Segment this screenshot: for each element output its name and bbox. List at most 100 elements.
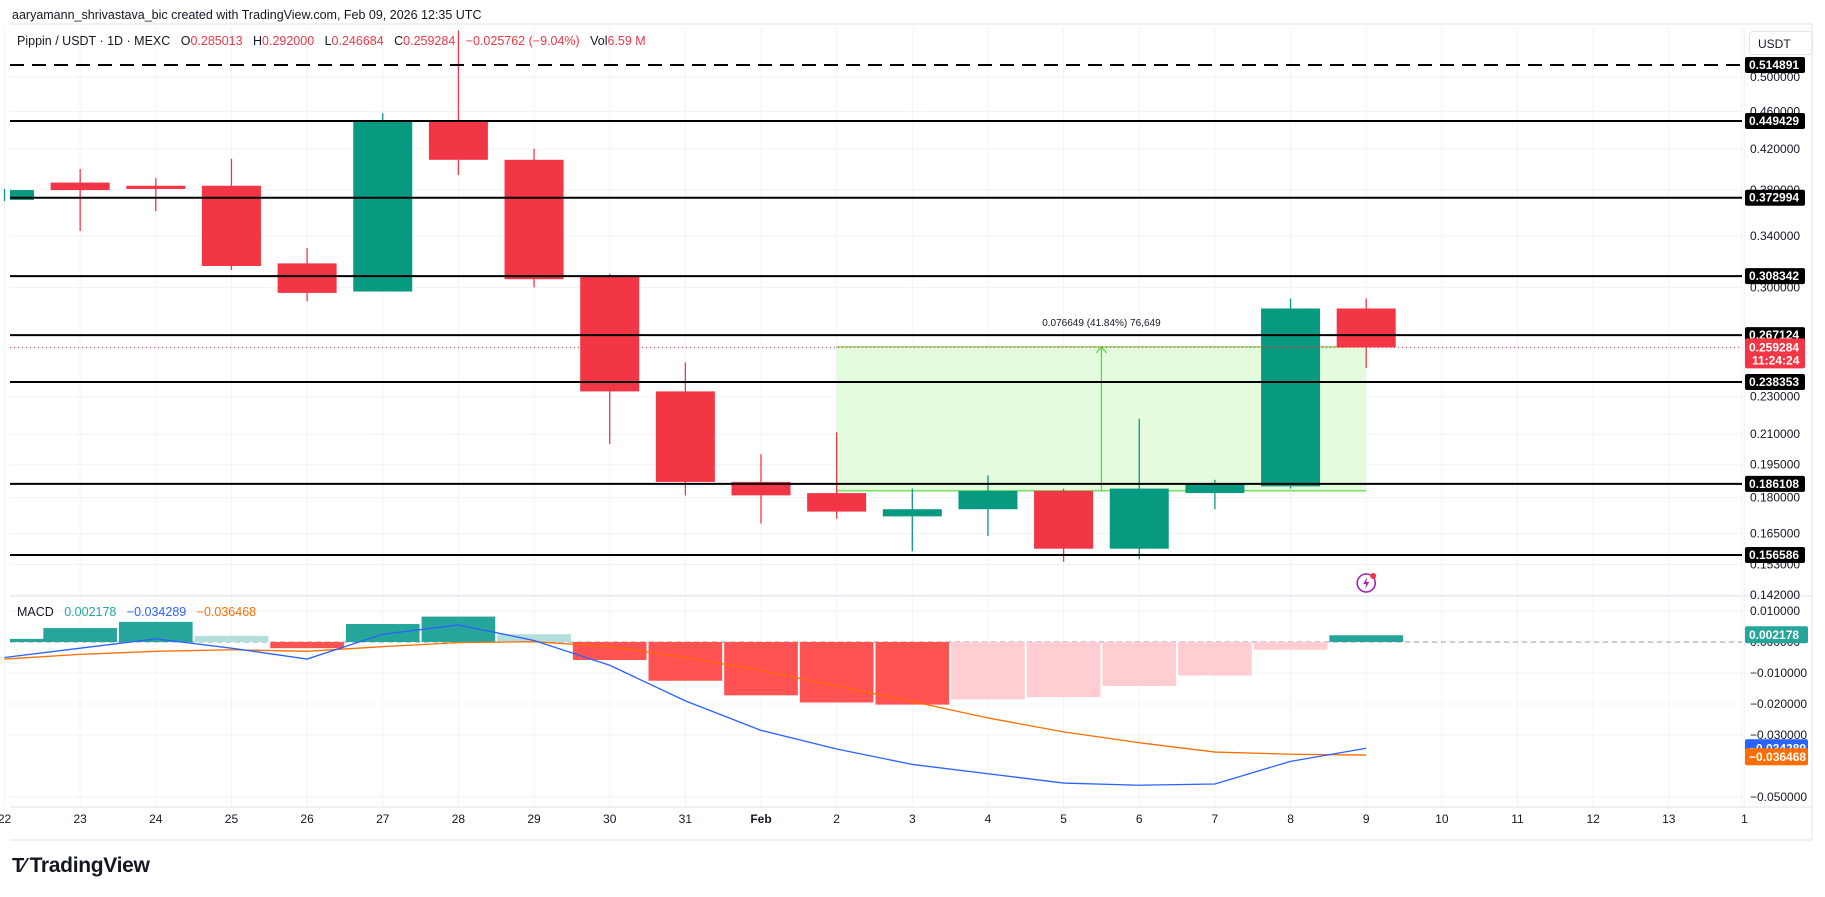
measure-arrowhead-icon bbox=[1095, 345, 1107, 354]
tradingview-logo[interactable]: T⁄ TradingView bbox=[12, 854, 150, 878]
candle-body bbox=[353, 121, 413, 292]
macd-tick-label: −0.010000 bbox=[1750, 666, 1807, 680]
candle-body bbox=[1261, 308, 1321, 487]
level-tag-text: 0.186108 bbox=[1749, 477, 1799, 491]
candle[interactable] bbox=[882, 488, 942, 552]
candle[interactable] bbox=[807, 432, 867, 519]
candle-body bbox=[201, 185, 261, 266]
time-tick-label: 9 bbox=[1363, 812, 1370, 826]
price-tick-label: 0.142000 bbox=[1750, 588, 1800, 602]
level-tag-bg bbox=[1745, 57, 1805, 74]
open-value: 0.285013 bbox=[190, 34, 243, 48]
macd-signal-tag: −0.036468 bbox=[1745, 748, 1808, 766]
macd-histogram-bar bbox=[270, 642, 344, 649]
change-value: −0.025762 (−9.04%) bbox=[465, 34, 580, 48]
time-tick-label: Feb bbox=[750, 812, 771, 826]
candle[interactable] bbox=[1261, 298, 1321, 489]
macd-histogram-bar bbox=[1026, 642, 1101, 698]
level-tag-bg bbox=[1745, 189, 1805, 206]
candle-body bbox=[807, 493, 867, 512]
price-tick-label: 0.340000 bbox=[1750, 229, 1800, 243]
level-price-tag: 0.514891 bbox=[1745, 57, 1805, 74]
symbol-legend: Pippin / USDT · 1D · MEXC O0.285013 H0.2… bbox=[17, 34, 646, 48]
lightning-alert-icon[interactable] bbox=[1356, 573, 1377, 593]
candle[interactable] bbox=[3, 188, 35, 202]
chart-credit: aaryamann_shrivastava_bic created with T… bbox=[12, 8, 482, 22]
macd-histogram-bar bbox=[194, 635, 269, 642]
candle-body bbox=[50, 182, 110, 191]
measure-label: 0.076649 (41.84%) 76,649 bbox=[1042, 318, 1161, 329]
candle[interactable] bbox=[428, 30, 488, 176]
candle-body bbox=[1336, 308, 1396, 348]
macd-histogram-bar bbox=[572, 642, 647, 660]
macd-title[interactable]: MACD bbox=[17, 605, 54, 619]
level-tag-bg bbox=[1745, 475, 1805, 492]
time-tick-label: 5 bbox=[1060, 812, 1067, 826]
time-tick-label: 29 bbox=[527, 812, 541, 826]
macd-signal-value: −0.036468 bbox=[196, 605, 257, 619]
notification-dot bbox=[1370, 573, 1377, 579]
macd-histogram-tag: 0.002178 bbox=[1745, 626, 1808, 644]
time-tick-label: 26 bbox=[300, 812, 314, 826]
price-tick-label: 0.230000 bbox=[1750, 390, 1800, 404]
time-tick-label: 2 bbox=[833, 812, 840, 826]
candle[interactable] bbox=[958, 475, 1018, 536]
candle-body bbox=[1185, 484, 1245, 494]
candle-body bbox=[882, 509, 942, 517]
price-tick-label: 0.420000 bbox=[1750, 142, 1800, 156]
candle[interactable] bbox=[731, 454, 791, 524]
macd-tick-label: −0.030000 bbox=[1750, 728, 1807, 742]
macd-signal-line bbox=[4, 641, 1367, 756]
level-price-tag: 0.372994 bbox=[1745, 189, 1805, 206]
level-price-tag: 0.156586 bbox=[1745, 547, 1805, 563]
price-tick-label: 0.500000 bbox=[1750, 70, 1800, 84]
candle[interactable] bbox=[580, 273, 640, 445]
time-tick-label: 28 bbox=[452, 812, 466, 826]
time-tick-label: 7 bbox=[1212, 812, 1219, 826]
current-price-text: 0.259284 bbox=[1749, 340, 1799, 354]
candle[interactable] bbox=[201, 158, 261, 270]
candle[interactable] bbox=[277, 248, 337, 302]
macd-histogram-tag-text: 0.002178 bbox=[1749, 628, 1799, 642]
macd-histogram-value: 0.002178 bbox=[64, 605, 117, 619]
candle[interactable] bbox=[50, 168, 110, 232]
macd-histogram-bar bbox=[1253, 642, 1328, 650]
tradingview-wordmark: TradingView bbox=[29, 854, 150, 877]
candle-body bbox=[504, 159, 564, 280]
level-tag-text: 0.372994 bbox=[1749, 191, 1799, 205]
symbol-title[interactable]: Pippin / USDT · 1D · MEXC bbox=[17, 34, 171, 48]
candle[interactable] bbox=[1336, 298, 1396, 368]
time-tick-label: 11 bbox=[1511, 812, 1524, 826]
price-tick-label: 0.165000 bbox=[1750, 526, 1800, 540]
candle-body bbox=[580, 276, 640, 392]
candle-body bbox=[428, 121, 488, 160]
candle[interactable] bbox=[353, 113, 413, 292]
candle-body bbox=[10, 190, 34, 200]
candle[interactable] bbox=[126, 178, 186, 212]
volume-value: 6.59 M bbox=[607, 34, 646, 48]
candle-body bbox=[277, 263, 337, 293]
level-tag-bg bbox=[1745, 268, 1805, 285]
candle[interactable] bbox=[504, 148, 564, 288]
time-tick-label: 12 bbox=[1586, 812, 1600, 826]
macd-line bbox=[4, 624, 1367, 786]
level-tag-text: 0.238353 bbox=[1749, 375, 1799, 389]
lightning-bolt bbox=[1363, 577, 1370, 589]
time-tick-label: 3 bbox=[909, 812, 916, 826]
time-tick-label: 10 bbox=[1435, 812, 1449, 826]
candle[interactable] bbox=[1034, 488, 1094, 562]
candle[interactable] bbox=[1109, 418, 1169, 560]
level-tag-bg bbox=[1745, 374, 1805, 391]
macd-histogram-tag-bg bbox=[1745, 626, 1808, 644]
candle-body bbox=[958, 490, 1018, 510]
tradingview-logo-icon: T⁄ bbox=[12, 854, 25, 877]
time-tick-label: 8 bbox=[1287, 812, 1294, 826]
time-tick-label: 30 bbox=[603, 812, 617, 826]
candle[interactable] bbox=[655, 362, 715, 496]
level-price-tag: 0.308342 bbox=[1745, 268, 1805, 285]
level-tag-bg bbox=[1745, 113, 1805, 129]
macd-histogram-bar bbox=[724, 642, 798, 696]
level-tag-bg bbox=[1745, 547, 1805, 563]
